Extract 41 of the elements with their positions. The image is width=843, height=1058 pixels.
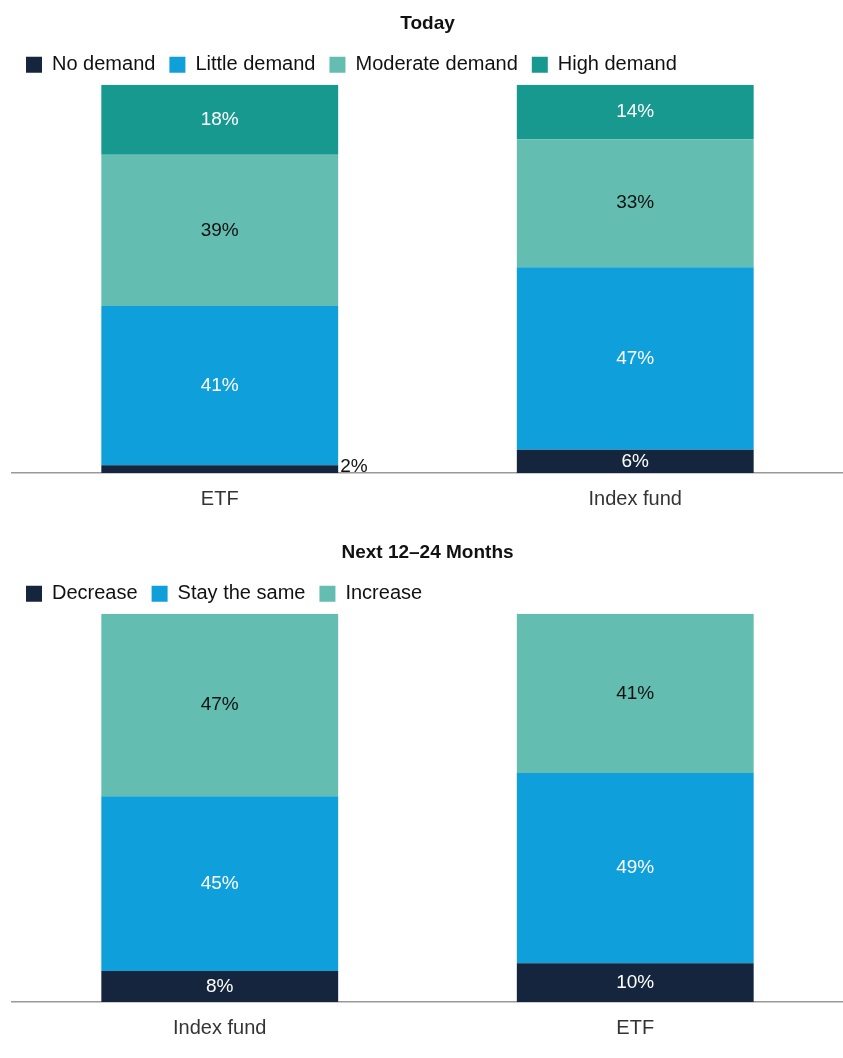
bar	[516, 772, 754, 964]
data-label: 10%	[616, 970, 655, 992]
data-label: 49%	[616, 856, 655, 878]
data-label: 47%	[200, 693, 239, 715]
legend-label: Increase	[345, 581, 423, 604]
bar	[101, 465, 339, 473]
legend-label: No demand	[52, 52, 156, 75]
bar	[101, 154, 339, 307]
bar	[101, 613, 339, 797]
legend-label: Stay the same	[177, 581, 306, 604]
x-tick-label: Index fund	[588, 486, 682, 509]
data-label: 41%	[616, 681, 655, 703]
x-tick-label: ETF	[616, 1015, 655, 1038]
bar	[516, 963, 754, 1002]
bar	[516, 613, 754, 773]
data-label: 14%	[616, 100, 655, 122]
data-label: 41%	[200, 373, 239, 395]
chart-title: Next 12–24 Months	[341, 540, 514, 562]
bar	[101, 796, 339, 971]
bar	[516, 84, 754, 140]
data-label: 6%	[621, 449, 650, 471]
bar	[101, 970, 339, 1002]
data-label: 33%	[616, 191, 655, 213]
bar	[516, 267, 754, 450]
bar	[101, 306, 339, 466]
data-label: 45%	[200, 871, 239, 893]
bar	[516, 139, 754, 268]
data-label: 2%	[340, 455, 368, 477]
x-tick-label: ETF	[200, 486, 239, 509]
data-label: 47%	[616, 346, 655, 368]
legend-label: Decrease	[52, 581, 138, 604]
bar	[101, 84, 339, 155]
data-label: 8%	[206, 974, 234, 996]
bar	[516, 449, 754, 473]
data-label: 18%	[200, 107, 239, 129]
legend-label: Little demand	[195, 52, 316, 75]
legend-label: Moderate demand	[355, 52, 518, 75]
data-label: 39%	[200, 218, 239, 240]
chart-title: Today	[400, 11, 456, 33]
x-tick-label: Index fund	[173, 1015, 267, 1038]
legend-label: High demand	[557, 52, 677, 75]
